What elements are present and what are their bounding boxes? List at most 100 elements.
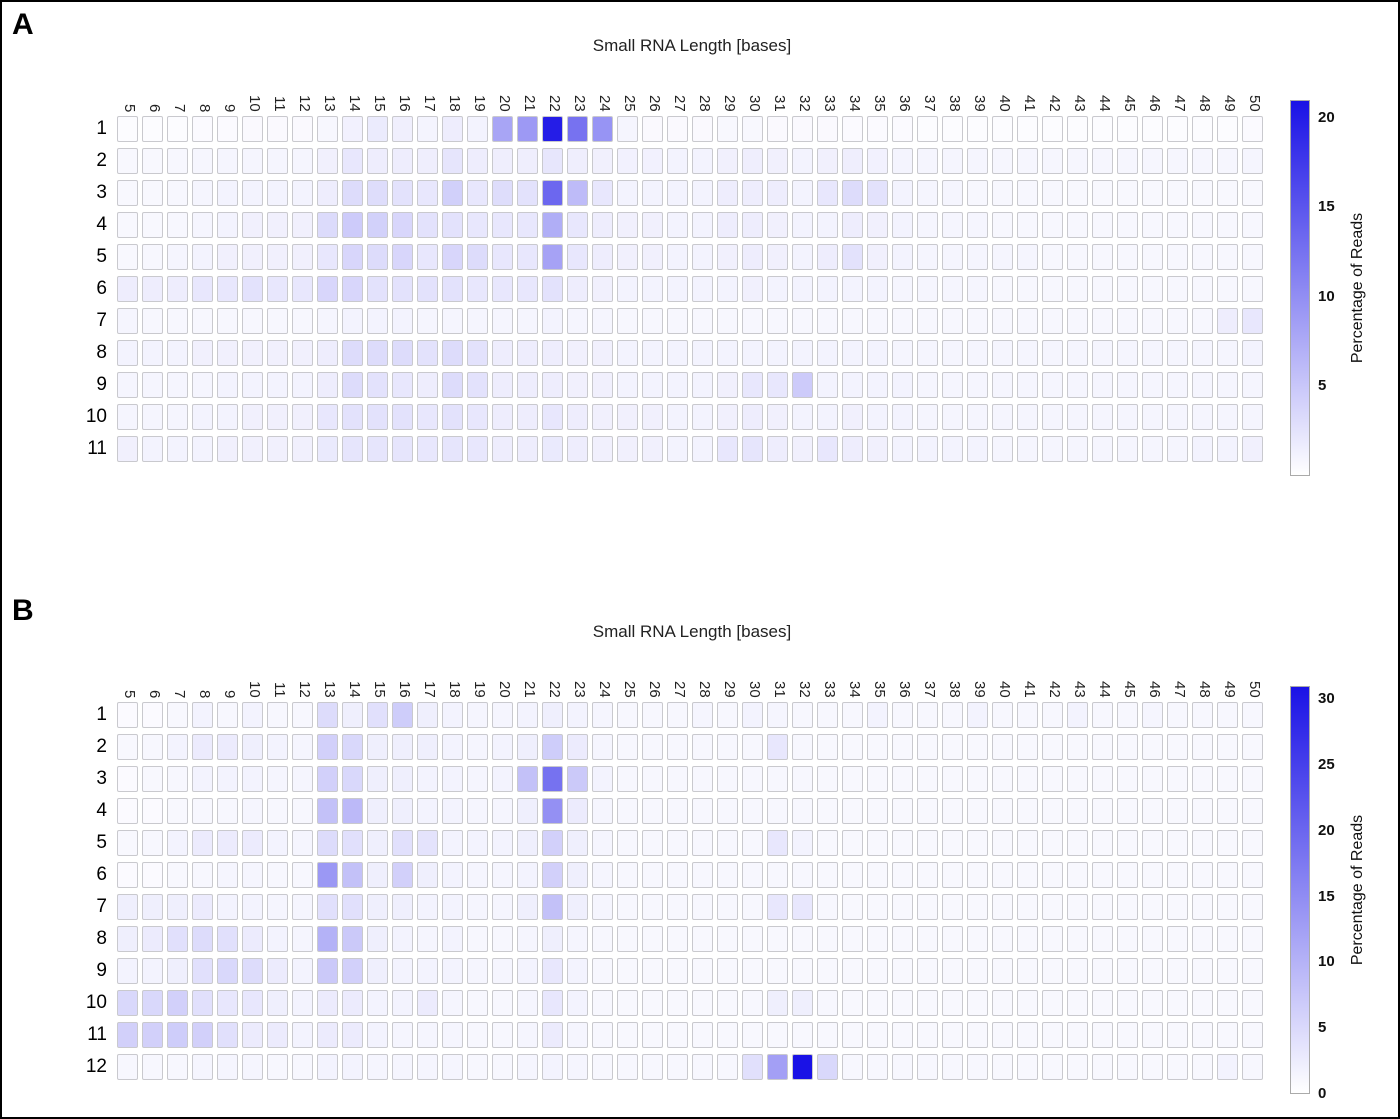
heatmap-cell (292, 372, 313, 398)
heatmap-cell (242, 830, 263, 856)
heatmap-cell (1017, 148, 1038, 174)
heatmap-cell (717, 894, 738, 920)
heatmap-cell (492, 436, 513, 462)
heatmap-cell (717, 862, 738, 888)
heatmap-cell (142, 990, 163, 1016)
panel-b-colorbar-label: Percentage of Reads (1349, 814, 1366, 966)
heatmap-cell (567, 734, 588, 760)
heatmap-cell (517, 404, 538, 430)
heatmap-cell (942, 766, 963, 792)
heatmap-cell (142, 372, 163, 398)
heatmap-cell (992, 1054, 1013, 1080)
heatmap-row (117, 990, 1267, 1016)
heatmap-cell (117, 404, 138, 430)
heatmap-cell (1192, 830, 1213, 856)
heatmap-cell (492, 926, 513, 952)
heatmap-cell (567, 180, 588, 206)
heatmap-cell (1117, 926, 1138, 952)
heatmap-cell (967, 702, 988, 728)
heatmap-cell (1067, 340, 1088, 366)
heatmap-cell (867, 1022, 888, 1048)
heatmap-cell (917, 116, 938, 142)
heatmap-cell (742, 990, 763, 1016)
heatmap-cell (242, 958, 263, 984)
heatmap-cell (1242, 830, 1263, 856)
heatmap-cell (717, 1022, 738, 1048)
heatmap-cell (892, 372, 913, 398)
heatmap-cell (1167, 148, 1188, 174)
heatmap-cell (117, 308, 138, 334)
heatmap-cell (892, 734, 913, 760)
heatmap-cell (317, 180, 338, 206)
heatmap-cell (117, 926, 138, 952)
heatmap-cell (692, 116, 713, 142)
heatmap-cell (717, 372, 738, 398)
heatmap-cell (692, 766, 713, 792)
heatmap-cell (142, 1054, 163, 1080)
heatmap-cell (367, 862, 388, 888)
heatmap-cell (842, 926, 863, 952)
heatmap-cell (392, 276, 413, 302)
heatmap-cell (817, 308, 838, 334)
y-tick-label: 4 (96, 800, 107, 821)
heatmap-cell (642, 180, 663, 206)
heatmap-row (117, 148, 1267, 174)
heatmap-cell (217, 862, 238, 888)
heatmap-cell (792, 766, 813, 792)
heatmap-cell (117, 830, 138, 856)
heatmap-cell (867, 958, 888, 984)
heatmap-cell (1017, 372, 1038, 398)
heatmap-cell (892, 862, 913, 888)
heatmap-cell (917, 1054, 938, 1080)
heatmap-row (117, 276, 1267, 302)
colorbar-tick-label: 20 (1318, 821, 1335, 839)
heatmap-cell (517, 766, 538, 792)
heatmap-cell (1192, 244, 1213, 270)
heatmap-cell (917, 372, 938, 398)
y-tick-label: 5 (96, 246, 107, 267)
heatmap-cell (567, 244, 588, 270)
heatmap-cell (1042, 436, 1063, 462)
heatmap-cell (467, 116, 488, 142)
colorbar-tick-label: 5 (1318, 1019, 1327, 1037)
heatmap-cell (567, 990, 588, 1016)
heatmap-cell (942, 404, 963, 430)
heatmap-cell (917, 180, 938, 206)
heatmap-cell (1192, 340, 1213, 366)
heatmap-cell (242, 1022, 263, 1048)
heatmap-cell (667, 798, 688, 824)
heatmap-row (117, 436, 1267, 462)
heatmap-cell (767, 308, 788, 334)
heatmap-cell (1042, 990, 1063, 1016)
heatmap-cell (917, 244, 938, 270)
heatmap-cell (1117, 436, 1138, 462)
heatmap-cell (642, 372, 663, 398)
heatmap-cell (217, 308, 238, 334)
heatmap-cell (917, 862, 938, 888)
heatmap-cell (392, 830, 413, 856)
x-tick-label: 5 (121, 689, 138, 698)
heatmap-cell (742, 180, 763, 206)
heatmap-cell (542, 404, 563, 430)
heatmap-cell (992, 244, 1013, 270)
heatmap-cell (867, 148, 888, 174)
heatmap-cell (417, 308, 438, 334)
heatmap-cell (992, 798, 1013, 824)
heatmap-cell (1042, 1054, 1063, 1080)
heatmap-cell (492, 862, 513, 888)
heatmap-cell (767, 148, 788, 174)
colorbar-tick-label: 25 (1318, 755, 1335, 773)
heatmap-cell (192, 148, 213, 174)
heatmap-cell (417, 862, 438, 888)
heatmap-row (117, 116, 1267, 142)
heatmap-cell (167, 148, 188, 174)
heatmap-cell (317, 798, 338, 824)
heatmap-cell (942, 436, 963, 462)
heatmap-cell (817, 436, 838, 462)
panel-a-colorbar-label: Percentage of Reads (1349, 212, 1366, 364)
heatmap-cell (367, 830, 388, 856)
heatmap-cell (117, 734, 138, 760)
heatmap-cell (567, 116, 588, 142)
heatmap-cell (492, 276, 513, 302)
